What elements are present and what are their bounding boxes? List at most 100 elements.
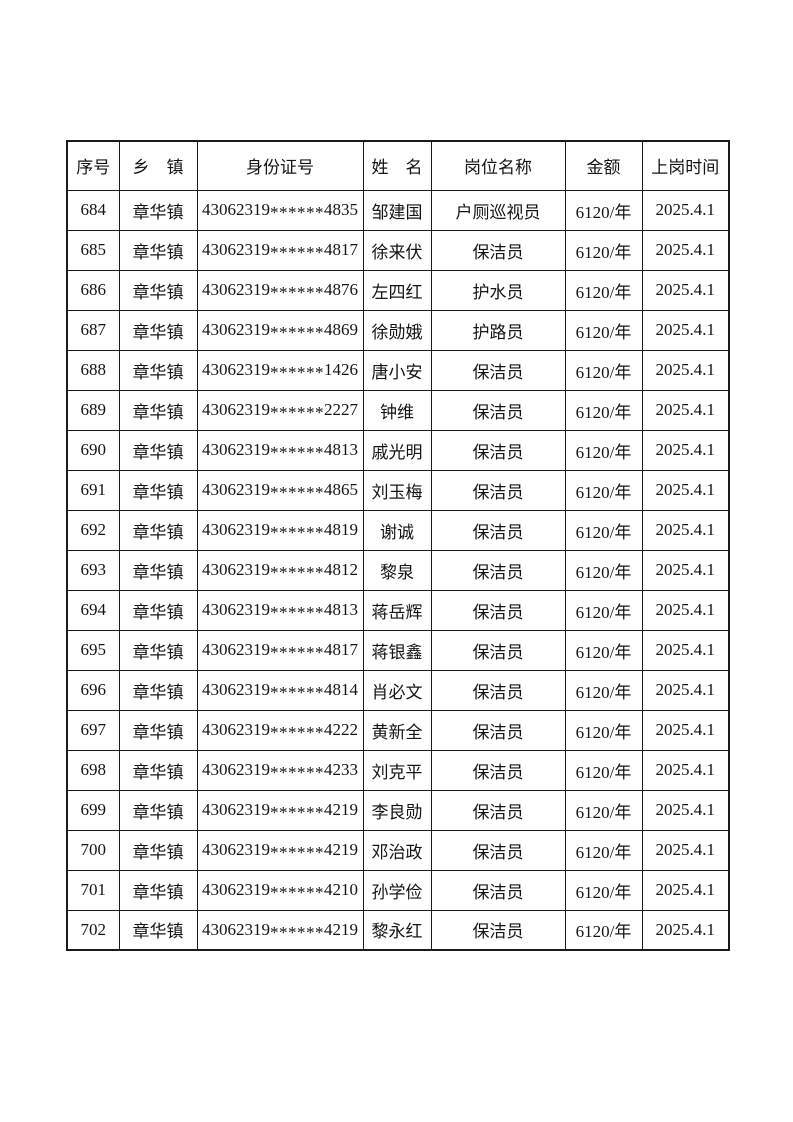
cell-index: 691 (66, 469, 120, 511)
masked-digits: ****** (270, 642, 324, 662)
cell-amount: 6120/年 (564, 269, 643, 311)
table-row: 690 章华镇 43062319******4813 戚光明 保洁员 6120/年 2025… (66, 429, 730, 471)
cell-index: 687 (66, 309, 120, 351)
cell-start-date: 2025.4.1 (641, 589, 730, 631)
cell-id-number: 43062319******4219 (196, 829, 364, 871)
masked-digits: ****** (270, 802, 324, 822)
masked-digits: ****** (270, 402, 324, 422)
cell-township: 章华镇 (118, 189, 198, 231)
cell-start-date: 2025.4.1 (641, 309, 730, 351)
cell-position: 保洁员 (430, 829, 566, 871)
masked-digits: ****** (270, 522, 324, 542)
cell-start-date: 2025.4.1 (641, 269, 730, 311)
cell-name: 邓治政 (362, 829, 432, 871)
cell-id-number: 43062319******4219 (196, 789, 364, 831)
cell-position: 保洁员 (430, 229, 566, 271)
cell-name: 戚光明 (362, 429, 432, 471)
masked-digits: ****** (270, 482, 324, 502)
cell-name: 蒋银鑫 (362, 629, 432, 671)
cell-township: 章华镇 (118, 349, 198, 391)
cell-township: 章华镇 (118, 789, 198, 831)
masked-digits: ****** (270, 602, 324, 622)
cell-position: 保洁员 (430, 709, 566, 751)
table-row: 696 章华镇 43062319******4814 肖必文 保洁员 6120/年 2025… (66, 669, 730, 711)
cell-amount: 6120/年 (564, 349, 643, 391)
cell-name: 左四红 (362, 269, 432, 311)
cell-index: 699 (66, 789, 120, 831)
cell-index: 693 (66, 549, 120, 591)
table-row: 695 章华镇 43062319******4817 蒋银鑫 保洁员 6120/年 2025… (66, 629, 730, 671)
cell-id-number: 43062319******4869 (196, 309, 364, 351)
cell-index: 684 (66, 189, 120, 231)
cell-start-date: 2025.4.1 (641, 909, 730, 951)
cell-id-number: 43062319******4812 (196, 549, 364, 591)
column-header-index: 序号 (66, 140, 120, 191)
cell-start-date: 2025.4.1 (641, 229, 730, 271)
masked-digits: ****** (270, 682, 324, 702)
cell-amount: 6120/年 (564, 189, 643, 231)
column-header-id-number: 身份证号 (196, 140, 364, 191)
cell-id-number: 43062319******1426 (196, 349, 364, 391)
cell-position: 保洁员 (430, 429, 566, 471)
cell-index: 701 (66, 869, 120, 911)
cell-amount: 6120/年 (564, 829, 643, 871)
cell-township: 章华镇 (118, 509, 198, 551)
cell-start-date: 2025.4.1 (641, 669, 730, 711)
table-row: 697 章华镇 43062319******4222 黄新全 保洁员 6120/年 2025… (66, 709, 730, 751)
cell-name: 刘玉梅 (362, 469, 432, 511)
cell-township: 章华镇 (118, 909, 198, 951)
column-header-amount: 金额 (564, 140, 643, 191)
masked-digits: ****** (270, 922, 324, 942)
cell-index: 694 (66, 589, 120, 631)
header-row: 序号乡 镇身份证号姓 名岗位名称 金额 上岗时间 (66, 140, 730, 191)
masked-digits: ****** (270, 442, 324, 462)
cell-start-date: 2025.4.1 (641, 549, 730, 591)
column-header-township: 乡 镇 (118, 140, 198, 191)
cell-start-date: 2025.4.1 (641, 429, 730, 471)
cell-start-date: 2025.4.1 (641, 349, 730, 391)
table-row: 685 章华镇 43062319******4817 徐来伏 保洁员 6120/年 2025… (66, 229, 730, 271)
cell-amount: 6120/年 (564, 669, 643, 711)
cell-township: 章华镇 (118, 829, 198, 871)
cell-start-date: 2025.4.1 (641, 789, 730, 831)
roster-table: 序号乡 镇身份证号姓 名岗位名称 金额 上岗时间 684 章华镇 43062319***… (66, 140, 730, 951)
cell-township: 章华镇 (118, 589, 198, 631)
cell-amount: 6120/年 (564, 709, 643, 751)
cell-township: 章华镇 (118, 629, 198, 671)
masked-digits: ****** (270, 322, 324, 342)
table-row: 687 章华镇 43062319******4869 徐勋娥 护路员 6120/年 2025… (66, 309, 730, 351)
cell-id-number: 43062319******4219 (196, 909, 364, 951)
masked-digits: ****** (270, 282, 324, 302)
table-row: 700 章华镇 43062319******4219 邓治政 保洁员 6120/年 2025… (66, 829, 730, 871)
cell-id-number: 43062319******4876 (196, 269, 364, 311)
cell-position: 保洁员 (430, 789, 566, 831)
cell-position: 保洁员 (430, 389, 566, 431)
cell-id-number: 43062319******4813 (196, 429, 364, 471)
cell-township: 章华镇 (118, 709, 198, 751)
cell-index: 686 (66, 269, 120, 311)
masked-digits: ****** (270, 202, 324, 222)
cell-amount: 6120/年 (564, 469, 643, 511)
cell-start-date: 2025.4.1 (641, 869, 730, 911)
cell-township: 章华镇 (118, 429, 198, 471)
cell-position: 保洁员 (430, 589, 566, 631)
cell-position: 保洁员 (430, 469, 566, 511)
cell-name: 钟维 (362, 389, 432, 431)
cell-name: 刘克平 (362, 749, 432, 791)
cell-township: 章华镇 (118, 549, 198, 591)
cell-start-date: 2025.4.1 (641, 509, 730, 551)
table-row: 691 章华镇 43062319******4865 刘玉梅 保洁员 6120/年 2025… (66, 469, 730, 511)
cell-name: 黎永红 (362, 909, 432, 951)
table-row: 694 章华镇 43062319******4813 蒋岳辉 保洁员 6120/年 2025… (66, 589, 730, 631)
cell-amount: 6120/年 (564, 509, 643, 551)
cell-name: 孙学俭 (362, 869, 432, 911)
cell-position: 保洁员 (430, 549, 566, 591)
cell-index: 697 (66, 709, 120, 751)
cell-township: 章华镇 (118, 749, 198, 791)
cell-amount: 6120/年 (564, 429, 643, 471)
masked-digits: ****** (270, 562, 324, 582)
cell-position: 保洁员 (430, 629, 566, 671)
cell-start-date: 2025.4.1 (641, 469, 730, 511)
cell-name: 谢诚 (362, 509, 432, 551)
